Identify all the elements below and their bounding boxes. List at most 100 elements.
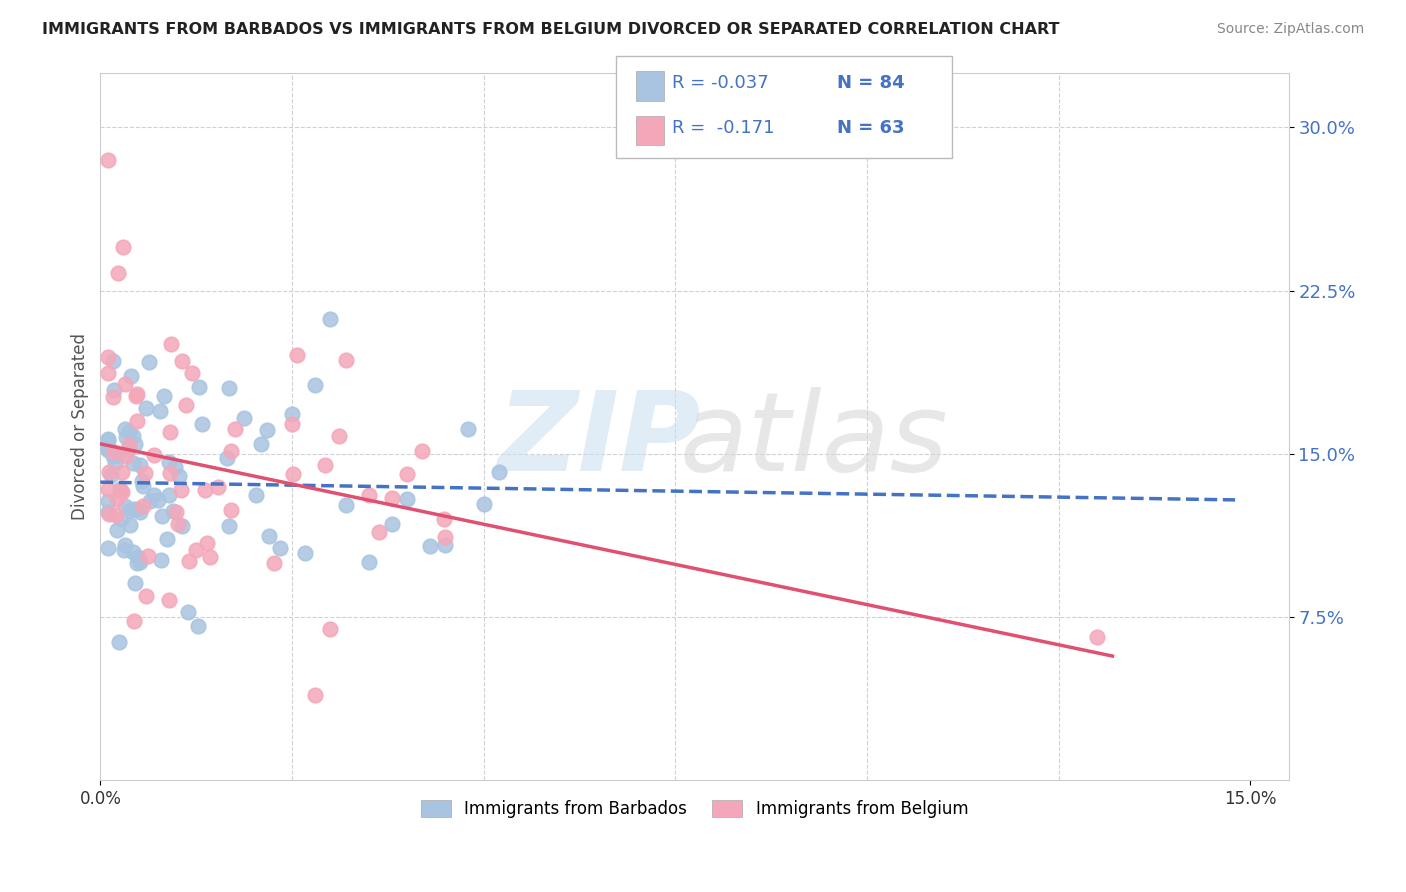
Point	[160, 337, 183, 351]
Point	[108, 482, 131, 496]
Point	[127, 386, 149, 401]
Text: R = -0.037: R = -0.037	[672, 74, 769, 92]
Point	[163, 460, 186, 475]
Point	[395, 492, 418, 507]
Point	[157, 488, 180, 502]
Point	[335, 353, 357, 368]
Point	[143, 488, 166, 502]
Point	[1085, 630, 1108, 644]
Point	[434, 530, 457, 544]
Point	[149, 404, 172, 418]
Point	[115, 449, 138, 463]
Point	[281, 417, 304, 432]
Point	[101, 390, 124, 404]
Point	[121, 456, 143, 470]
Point	[118, 518, 141, 533]
Point	[218, 519, 240, 533]
Point	[319, 312, 342, 326]
Point	[97, 153, 120, 167]
Point	[103, 383, 125, 397]
Point	[181, 366, 204, 380]
Point	[218, 381, 240, 395]
Point	[127, 502, 149, 516]
Point	[177, 605, 200, 619]
Point	[120, 503, 142, 517]
Point	[122, 502, 145, 516]
Text: Source: ZipAtlas.com: Source: ZipAtlas.com	[1216, 22, 1364, 37]
Point	[114, 422, 136, 436]
Point	[269, 541, 291, 555]
Point	[167, 468, 190, 483]
Point	[156, 532, 179, 546]
Point	[125, 389, 148, 403]
Point	[159, 466, 181, 480]
Point	[188, 380, 211, 394]
Legend: Immigrants from Barbados, Immigrants from Belgium: Immigrants from Barbados, Immigrants fro…	[415, 794, 974, 825]
Point	[105, 508, 128, 522]
Point	[107, 266, 129, 280]
Text: R =  -0.171: R = -0.171	[672, 119, 775, 136]
Point	[103, 444, 125, 458]
Point	[97, 505, 120, 519]
Point	[335, 498, 357, 512]
Point	[121, 428, 143, 442]
Point	[112, 240, 135, 254]
Point	[117, 438, 139, 452]
Point	[304, 377, 326, 392]
Point	[250, 437, 273, 451]
Point	[97, 366, 120, 380]
Point	[170, 519, 193, 533]
Point	[195, 535, 218, 549]
Text: IMMIGRANTS FROM BARBADOS VS IMMIGRANTS FROM BELGIUM DIVORCED OR SEPARATED CORREL: IMMIGRANTS FROM BARBADOS VS IMMIGRANTS F…	[42, 22, 1060, 37]
Point	[120, 369, 142, 384]
Point	[263, 556, 285, 570]
Point	[97, 541, 120, 555]
Point	[110, 483, 132, 498]
Point	[159, 425, 181, 439]
Point	[224, 422, 246, 436]
Point	[150, 509, 173, 524]
Point	[124, 576, 146, 591]
Point	[124, 436, 146, 450]
Point	[118, 425, 141, 439]
Point	[135, 401, 157, 416]
Point	[118, 442, 141, 456]
Point	[433, 512, 456, 526]
Point	[190, 417, 212, 431]
Point	[170, 483, 193, 498]
Point	[125, 556, 148, 570]
Point	[97, 350, 120, 364]
Point	[167, 517, 190, 532]
Point	[135, 589, 157, 603]
Text: N = 63: N = 63	[837, 119, 904, 136]
Point	[162, 504, 184, 518]
Point	[150, 552, 173, 566]
Point	[285, 348, 308, 362]
Point	[304, 688, 326, 702]
Point	[104, 456, 127, 470]
Point	[105, 491, 128, 506]
Text: ZIP: ZIP	[498, 387, 702, 494]
Point	[488, 465, 510, 479]
Point	[395, 467, 418, 481]
Point	[314, 458, 336, 472]
Point	[281, 467, 304, 481]
Point	[281, 407, 304, 421]
Point	[129, 555, 152, 569]
Point	[110, 511, 132, 525]
Point	[219, 503, 242, 517]
Point	[122, 545, 145, 559]
Point	[97, 494, 120, 508]
Point	[100, 468, 122, 483]
Point	[129, 505, 152, 519]
Point	[97, 465, 120, 479]
Point	[367, 525, 389, 540]
Point	[115, 430, 138, 444]
Point	[187, 619, 209, 633]
Point	[194, 483, 217, 497]
Point	[132, 499, 155, 513]
Point	[419, 539, 441, 553]
Point	[472, 497, 495, 511]
Point	[129, 458, 152, 472]
Point	[157, 592, 180, 607]
